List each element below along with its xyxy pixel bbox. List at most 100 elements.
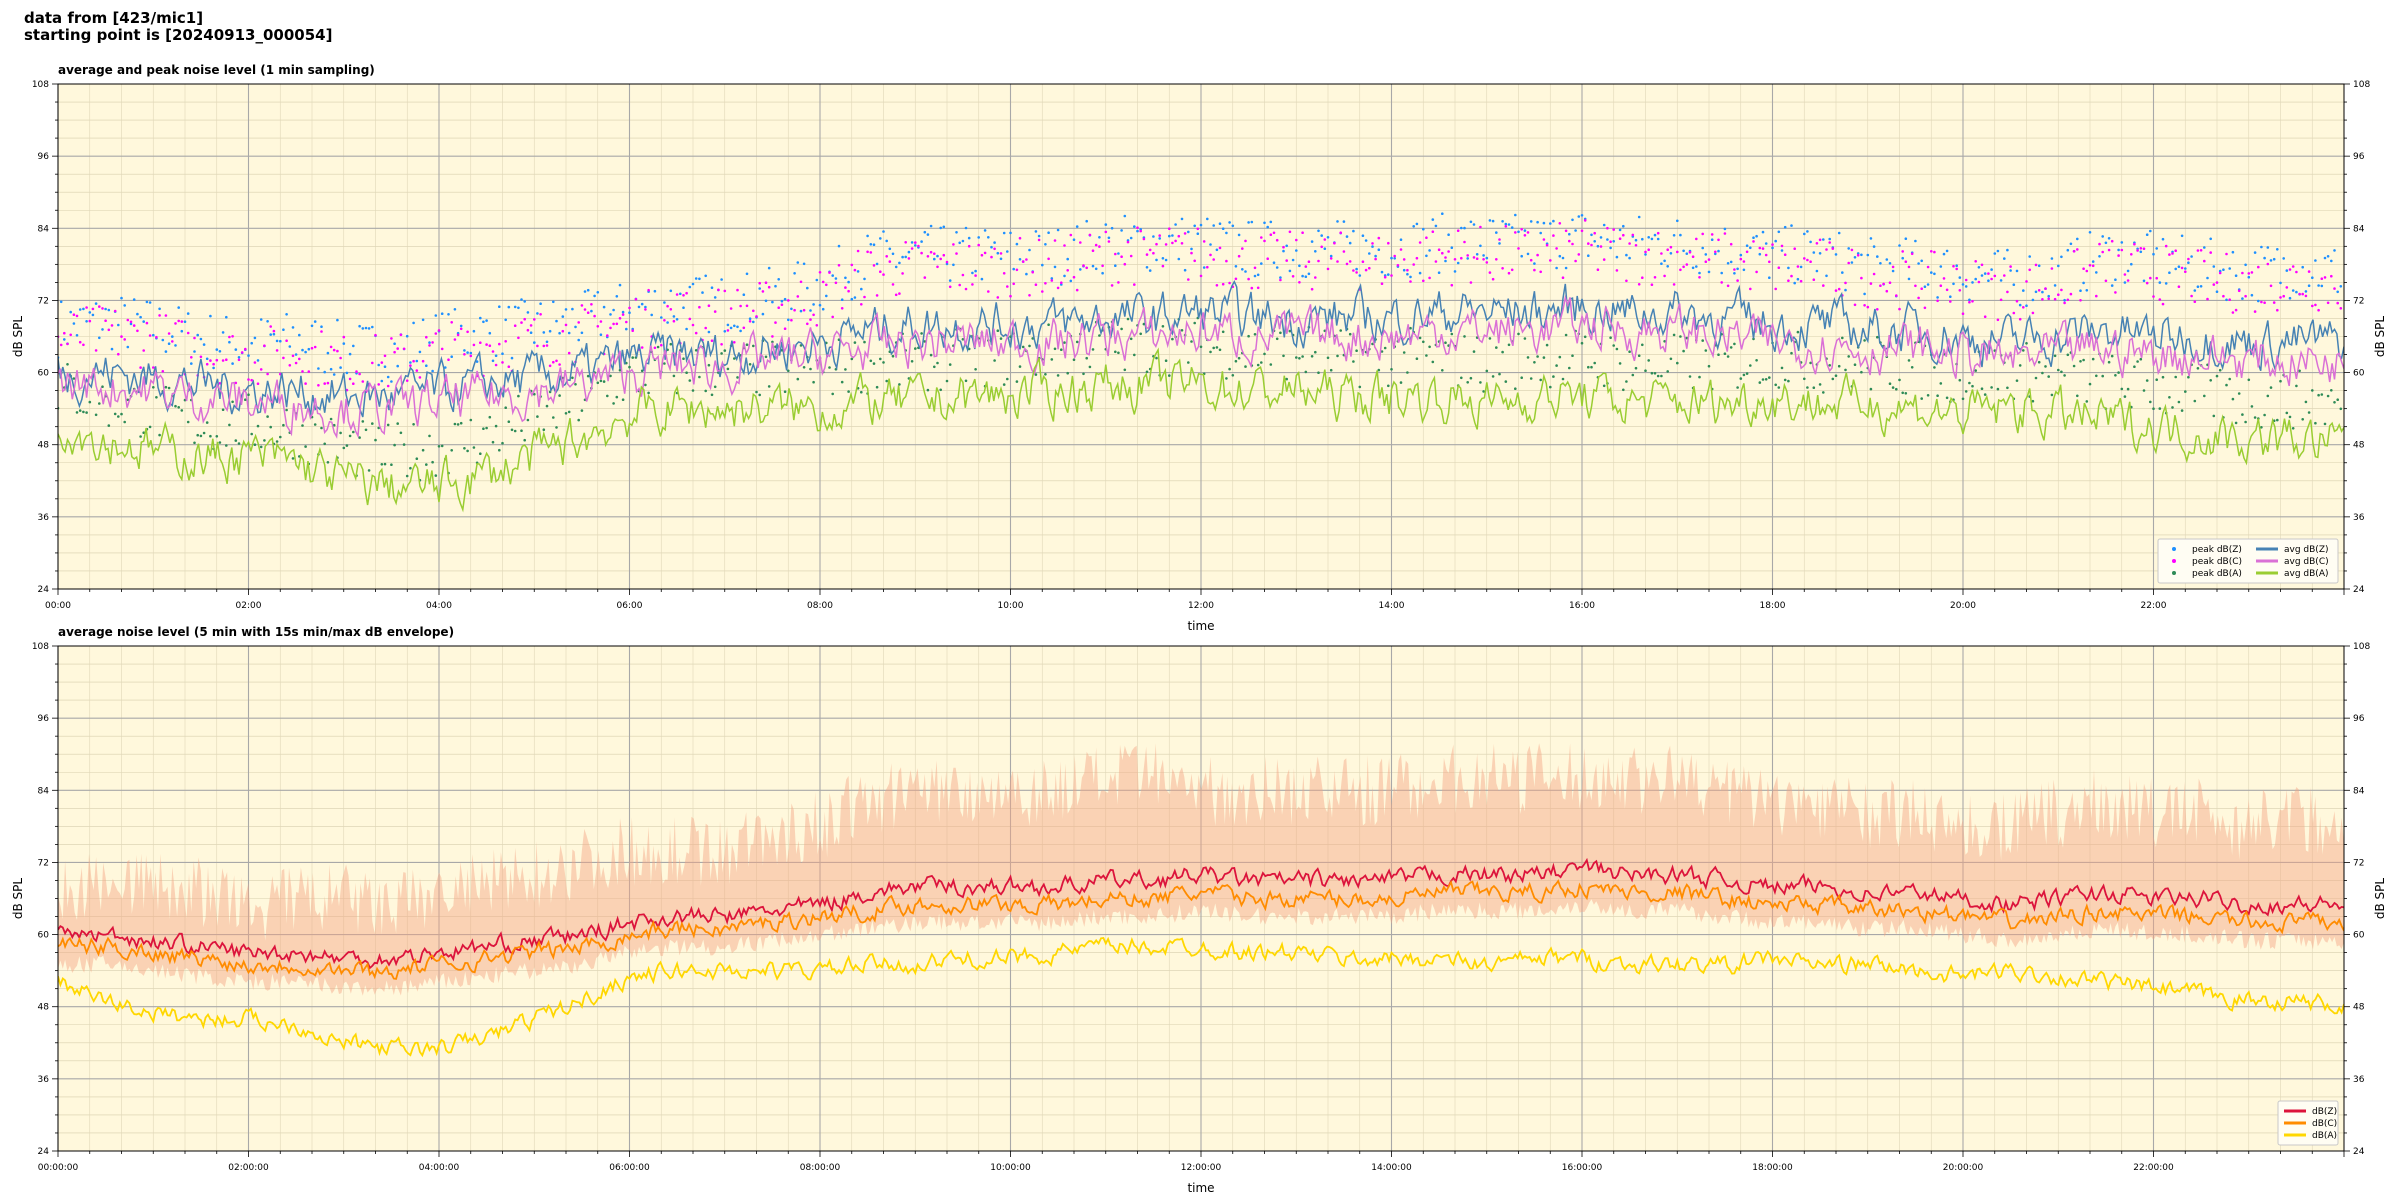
point-peak-db-c <box>282 356 285 360</box>
point-peak-db-z <box>2158 281 2162 284</box>
point-peak-db-a <box>1387 384 1390 388</box>
point-peak-db-z <box>1812 251 1816 254</box>
point-peak-db-z <box>1234 265 1238 268</box>
point-peak-db-c <box>193 336 196 340</box>
point-peak-db-c <box>1475 257 1479 261</box>
point-peak-db-c <box>2117 254 2120 257</box>
point-peak-db-c <box>2101 250 2104 254</box>
point-peak-db-a <box>437 445 441 448</box>
point-peak-db-c <box>2149 276 2152 280</box>
point-peak-db-c <box>831 315 834 319</box>
point-peak-db-z <box>412 321 415 325</box>
point-peak-db-z <box>1885 258 1889 261</box>
point-peak-db-a <box>961 338 965 341</box>
y-tick-label-right: 48 <box>2353 1003 2365 1013</box>
point-peak-db-c <box>634 298 638 301</box>
point-peak-db-a <box>2330 389 2333 392</box>
point-peak-db-c <box>2145 281 2149 285</box>
point-peak-db-c <box>1390 274 1393 277</box>
point-peak-db-c <box>685 291 688 295</box>
point-peak-db-c <box>431 341 434 344</box>
point-peak-db-a <box>2136 360 2139 363</box>
point-peak-db-a <box>1555 364 1558 367</box>
point-peak-db-z <box>205 357 209 361</box>
point-peak-db-a <box>1806 386 1809 389</box>
point-peak-db-c <box>1834 289 1838 292</box>
point-peak-db-z <box>831 274 834 277</box>
point-peak-db-a <box>536 415 539 418</box>
point-peak-db-a <box>1469 376 1473 380</box>
point-peak-db-a <box>88 400 92 404</box>
point-peak-db-z <box>2196 285 2200 289</box>
point-peak-db-z <box>469 351 473 355</box>
point-peak-db-c <box>1463 240 1466 244</box>
point-peak-db-c <box>993 247 996 251</box>
point-peak-db-c <box>205 362 209 366</box>
point-peak-db-a <box>2079 360 2082 363</box>
point-peak-db-a <box>1015 380 1019 383</box>
point-peak-db-z <box>1161 257 1165 260</box>
point-peak-db-z <box>453 308 457 311</box>
point-peak-db-a <box>1561 377 1565 381</box>
point-peak-db-c <box>2244 294 2247 298</box>
point-peak-db-c <box>555 359 558 363</box>
point-peak-db-a <box>193 441 196 445</box>
point-peak-db-z <box>2117 248 2120 252</box>
point-peak-db-z <box>1006 250 1009 253</box>
point-peak-db-z <box>1422 227 1425 231</box>
point-peak-db-a <box>1837 364 1841 368</box>
point-peak-db-c <box>1066 269 1069 272</box>
point-peak-db-c <box>1863 304 1866 307</box>
point-peak-db-c <box>745 304 749 308</box>
point-peak-db-c <box>967 244 971 248</box>
point-peak-db-c <box>1447 250 1450 253</box>
point-peak-db-c <box>2263 301 2266 305</box>
point-peak-db-z <box>450 355 454 359</box>
point-peak-db-z <box>199 337 203 341</box>
point-peak-db-c <box>1418 241 1422 244</box>
point-peak-db-c <box>2247 272 2251 275</box>
point-peak-db-a <box>1593 361 1596 365</box>
legend-label: peak dB(C) <box>2192 557 2242 567</box>
point-peak-db-z <box>1079 268 1082 271</box>
point-peak-db-a <box>796 377 800 381</box>
point-peak-db-z <box>802 262 806 266</box>
point-peak-db-c <box>936 265 939 269</box>
point-peak-db-z <box>466 351 469 354</box>
point-peak-db-z <box>1145 266 1149 269</box>
legend-marker <box>2172 559 2176 563</box>
point-peak-db-c <box>2155 276 2158 280</box>
point-peak-db-a <box>2161 375 2165 379</box>
point-peak-db-z <box>256 359 260 362</box>
point-peak-db-c <box>1041 290 1044 293</box>
point-peak-db-z <box>1228 221 1231 224</box>
point-peak-db-a <box>609 374 612 378</box>
point-peak-db-z <box>542 331 546 334</box>
point-peak-db-z <box>1314 250 1317 253</box>
point-peak-db-c <box>2028 268 2031 272</box>
point-peak-db-a <box>504 406 508 410</box>
point-peak-db-z <box>1580 214 1584 217</box>
point-peak-db-a <box>2269 386 2273 389</box>
point-peak-db-z <box>1291 258 1295 262</box>
point-peak-db-z <box>2333 249 2336 252</box>
point-peak-db-c <box>1126 240 1130 244</box>
point-peak-db-a <box>1758 381 1762 384</box>
point-peak-db-a <box>1082 372 1085 376</box>
point-peak-db-z <box>694 277 698 280</box>
point-peak-db-a <box>1971 384 1974 388</box>
point-peak-db-z <box>555 319 558 323</box>
point-peak-db-a <box>1326 356 1330 360</box>
point-peak-db-z <box>2168 271 2171 275</box>
point-peak-db-c <box>1590 243 1593 247</box>
point-peak-db-a <box>383 462 387 466</box>
point-peak-db-c <box>729 307 733 310</box>
point-peak-db-a <box>1145 370 1149 374</box>
point-peak-db-z <box>837 244 841 248</box>
point-peak-db-a <box>517 394 520 398</box>
point-peak-db-z <box>1104 223 1108 226</box>
point-peak-db-z <box>856 270 860 273</box>
point-peak-db-a <box>1237 356 1241 360</box>
point-peak-db-c <box>1818 238 1822 242</box>
point-peak-db-a <box>399 431 403 435</box>
